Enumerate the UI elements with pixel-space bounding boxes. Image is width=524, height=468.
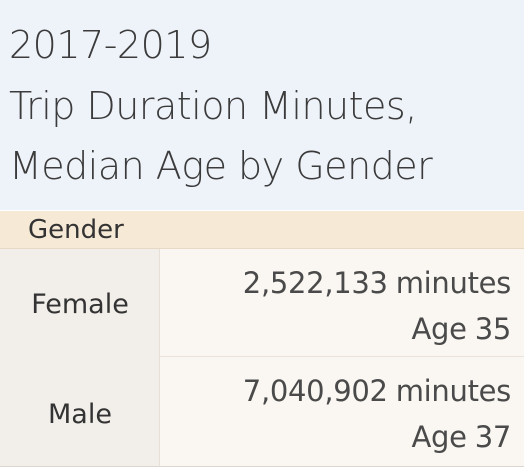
minutes-unit: minutes: [395, 374, 512, 408]
column-header-row: Gender: [0, 211, 524, 249]
title-line-measure: Trip Duration Minutes,: [9, 84, 417, 128]
table-row-female[interactable]: Female 2,522,133 minutes Age 35: [0, 249, 524, 357]
row-header-label: Female: [31, 289, 129, 320]
data-cell[interactable]: 2,522,133 minutes Age 35: [160, 249, 524, 357]
title-line-years: 2017-2019: [9, 23, 212, 67]
row-header[interactable]: Female: [0, 249, 160, 357]
age-value: 35: [474, 312, 512, 346]
row-header[interactable]: Male: [0, 357, 160, 467]
minutes-text: 2,522,133 minutes: [242, 266, 512, 300]
age-text: Age 37: [411, 423, 511, 452]
minutes-value: 7,040,902: [242, 374, 388, 408]
column-header-gender[interactable]: Gender: [28, 215, 124, 245]
title-line-dimension: Median Age by Gender: [9, 144, 433, 188]
age-text: Age 35: [411, 315, 511, 344]
data-cell[interactable]: 7,040,902 minutes Age 37: [160, 357, 524, 467]
age-value: 37: [474, 420, 512, 454]
title-area: 2017-2019 Trip Duration Minutes, Median …: [0, 0, 524, 210]
minutes-value: 2,522,133: [242, 266, 388, 300]
age-label: Age: [411, 420, 467, 454]
row-header-label: Male: [48, 399, 112, 430]
minutes-text: 7,040,902 minutes: [242, 374, 512, 408]
age-label: Age: [411, 312, 467, 346]
minutes-unit: minutes: [395, 266, 512, 300]
table-row-male[interactable]: Male 7,040,902 minutes Age 37: [0, 357, 524, 467]
